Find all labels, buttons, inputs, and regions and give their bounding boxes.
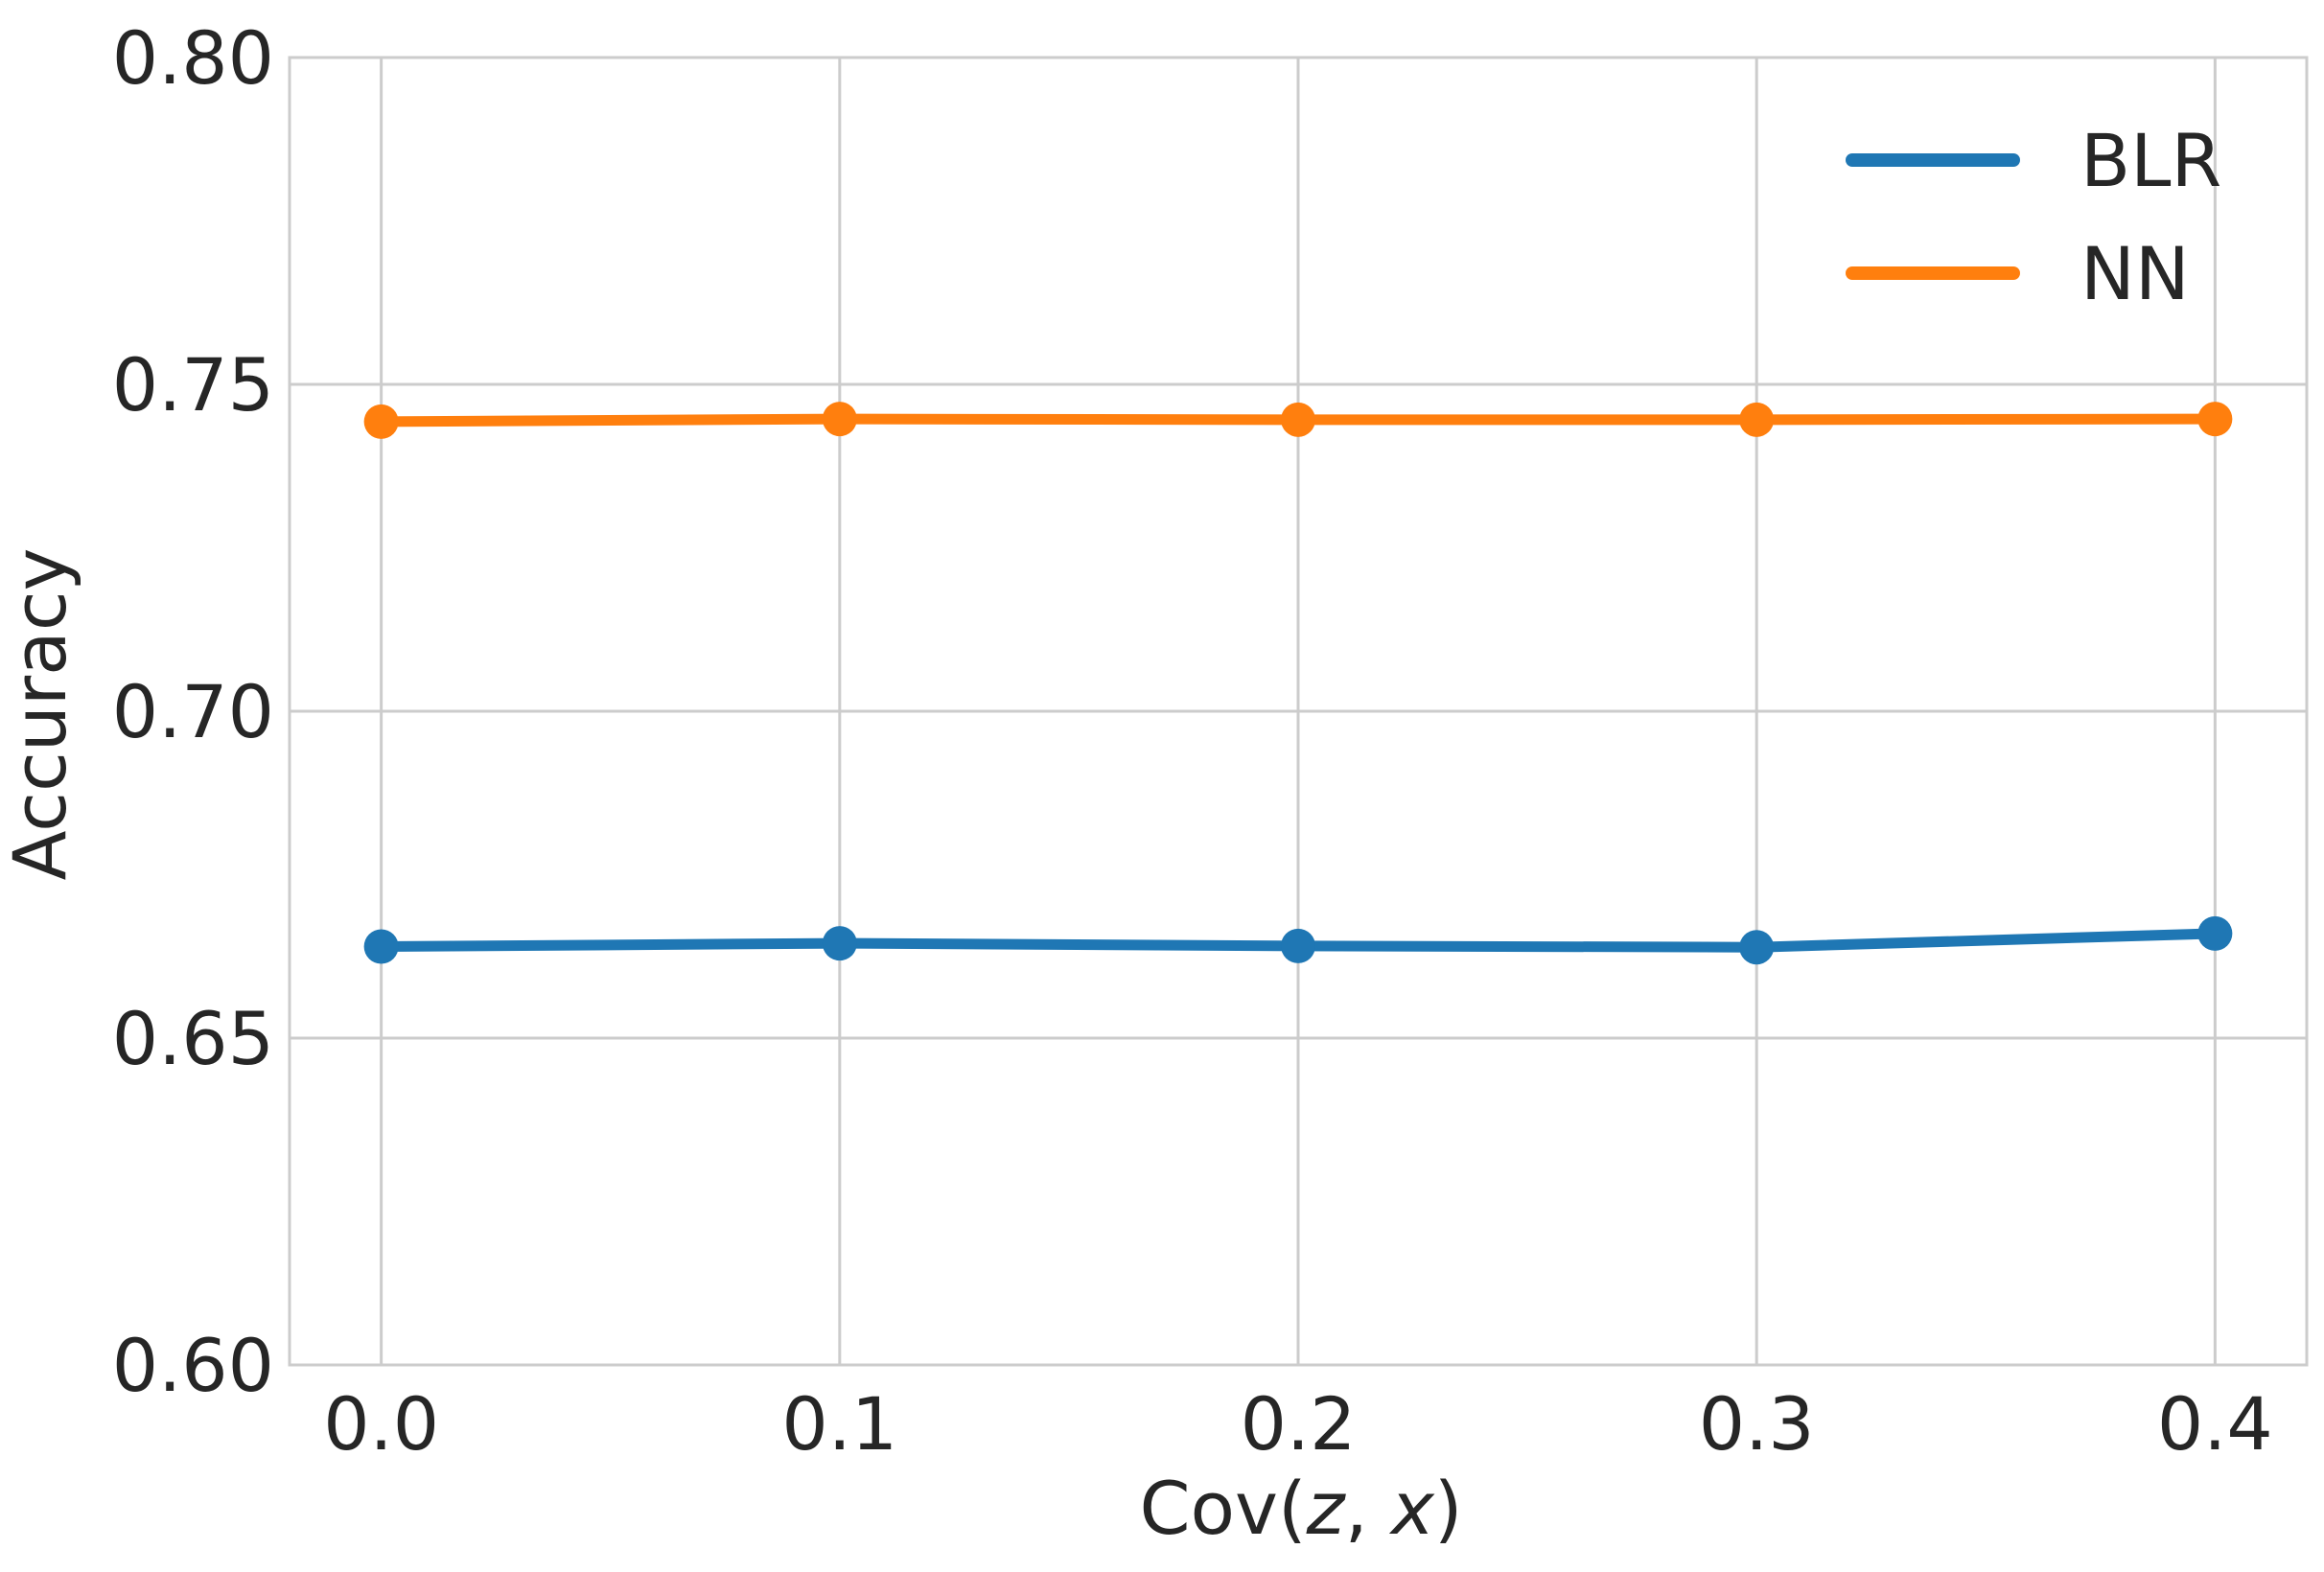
x-tick-label: 0.4 bbox=[2157, 1381, 2273, 1467]
x-axis-label: Cov(z, x) bbox=[1139, 1466, 1462, 1551]
data-point-blr bbox=[363, 929, 399, 964]
x-axis-label-var-z: z bbox=[1306, 1466, 1347, 1551]
x-axis-label-prefix: Cov( bbox=[1139, 1466, 1306, 1551]
x-tick-label: 0.1 bbox=[781, 1381, 897, 1467]
series bbox=[363, 402, 2233, 965]
grid bbox=[290, 56, 2307, 1367]
data-point-nn bbox=[1739, 402, 1775, 437]
data-point-blr bbox=[822, 926, 857, 961]
data-point-nn bbox=[363, 404, 399, 439]
x-axis-label-separator: , bbox=[1345, 1466, 1391, 1551]
x-axis-ticks: 0.0 0.1 0.2 0.3 0.4 bbox=[323, 1381, 2273, 1467]
data-point-nn bbox=[1281, 402, 1315, 437]
data-point-nn bbox=[2197, 402, 2233, 437]
x-axis-label-var-x: x bbox=[1389, 1466, 1435, 1551]
y-tick-label: 0.70 bbox=[112, 669, 274, 754]
data-point-blr bbox=[1739, 930, 1775, 965]
data-point-blr bbox=[1281, 928, 1315, 963]
data-point-nn bbox=[822, 402, 857, 437]
y-axis-ticks: 0.60 0.65 0.70 0.75 0.80 bbox=[112, 15, 274, 1408]
legend-label-blr: BLR bbox=[2080, 118, 2221, 203]
x-tick-label: 0.0 bbox=[323, 1381, 439, 1467]
x-axis-label-suffix: ) bbox=[1434, 1466, 1463, 1551]
y-tick-label: 0.60 bbox=[112, 1323, 274, 1408]
x-tick-label: 0.3 bbox=[1699, 1381, 1815, 1467]
y-tick-label: 0.75 bbox=[112, 342, 274, 428]
y-axis-label: Accuracy bbox=[0, 548, 82, 881]
data-point-blr bbox=[2197, 915, 2233, 951]
plot-frame bbox=[288, 56, 2309, 1367]
x-tick-label: 0.2 bbox=[1241, 1381, 1357, 1467]
legend: BLR NN bbox=[1846, 118, 2221, 316]
legend-label-nn: NN bbox=[2080, 231, 2190, 316]
y-tick-label: 0.80 bbox=[112, 15, 274, 101]
y-tick-label: 0.65 bbox=[112, 996, 274, 1081]
